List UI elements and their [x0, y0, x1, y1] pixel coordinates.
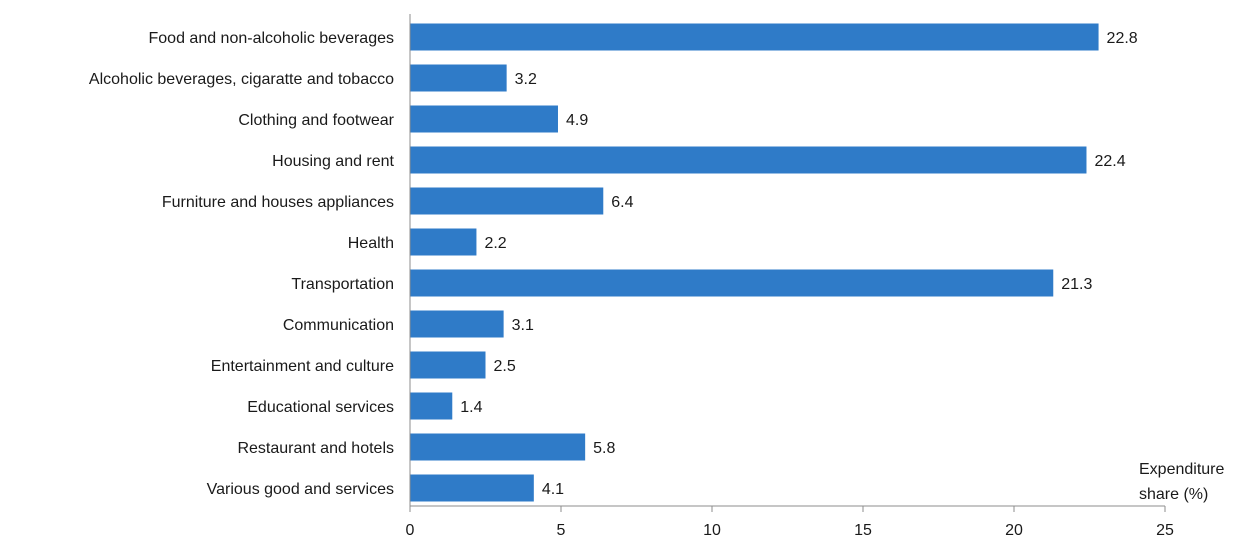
data-labels: 22.8 3.2 4.9 22.4 6.4 2.2 21.3 3.1 2.5 1.4 5.8 4.1	[460, 30, 1138, 498]
bar	[410, 392, 453, 420]
x-tick-label: 0	[406, 522, 415, 539]
x-axis-title-line-1: Expenditure	[1139, 461, 1224, 478]
data-label: 2.2	[484, 235, 506, 252]
bar	[410, 23, 1099, 51]
category-label: Transportation	[291, 276, 394, 293]
bar	[410, 310, 504, 338]
data-label: 3.1	[512, 317, 534, 334]
data-label: 21.3	[1061, 276, 1092, 293]
category-label: Health	[348, 235, 394, 252]
x-axis-title-line-2: share (%)	[1139, 486, 1208, 503]
category-label: Educational services	[247, 399, 394, 416]
category-label: Furniture and houses appliances	[162, 194, 394, 211]
x-axis-ticks: 0 5 10 15 20 25	[406, 506, 1174, 539]
bar	[410, 146, 1087, 174]
category-label: Restaurant and hotels	[237, 440, 394, 457]
category-labels: Food and non-alcoholic beverages Alcoholi…	[89, 30, 395, 498]
bar	[410, 228, 477, 256]
data-label: 4.1	[542, 481, 564, 498]
data-label: 22.4	[1094, 153, 1125, 170]
category-label: Various good and services	[207, 481, 394, 498]
data-label: 22.8	[1107, 30, 1138, 47]
category-label: Entertainment and culture	[211, 358, 394, 375]
bar	[410, 269, 1054, 297]
bar	[410, 64, 507, 92]
data-label: 6.4	[611, 194, 633, 211]
category-label: Alcoholic beverages, cigaratte and tobac…	[89, 71, 394, 88]
x-tick-label: 5	[557, 522, 566, 539]
data-label: 2.5	[494, 358, 516, 375]
category-label: Clothing and footwear	[238, 112, 394, 129]
x-tick-label: 15	[854, 522, 872, 539]
x-tick-label: 20	[1005, 522, 1023, 539]
category-label: Food and non-alcoholic beverages	[149, 30, 395, 47]
data-label: 1.4	[460, 399, 482, 416]
data-label: 3.2	[515, 71, 537, 88]
bar	[410, 105, 558, 133]
x-tick-label: 25	[1156, 522, 1174, 539]
bar	[410, 187, 604, 215]
data-label: 5.8	[593, 440, 615, 457]
category-label: Communication	[283, 317, 394, 334]
bar	[410, 433, 586, 461]
data-label: 4.9	[566, 112, 588, 129]
category-label: Housing and rent	[272, 153, 394, 170]
bar	[410, 474, 534, 502]
bar	[410, 351, 486, 379]
x-tick-label: 10	[703, 522, 721, 539]
bars-layer	[410, 23, 1099, 502]
